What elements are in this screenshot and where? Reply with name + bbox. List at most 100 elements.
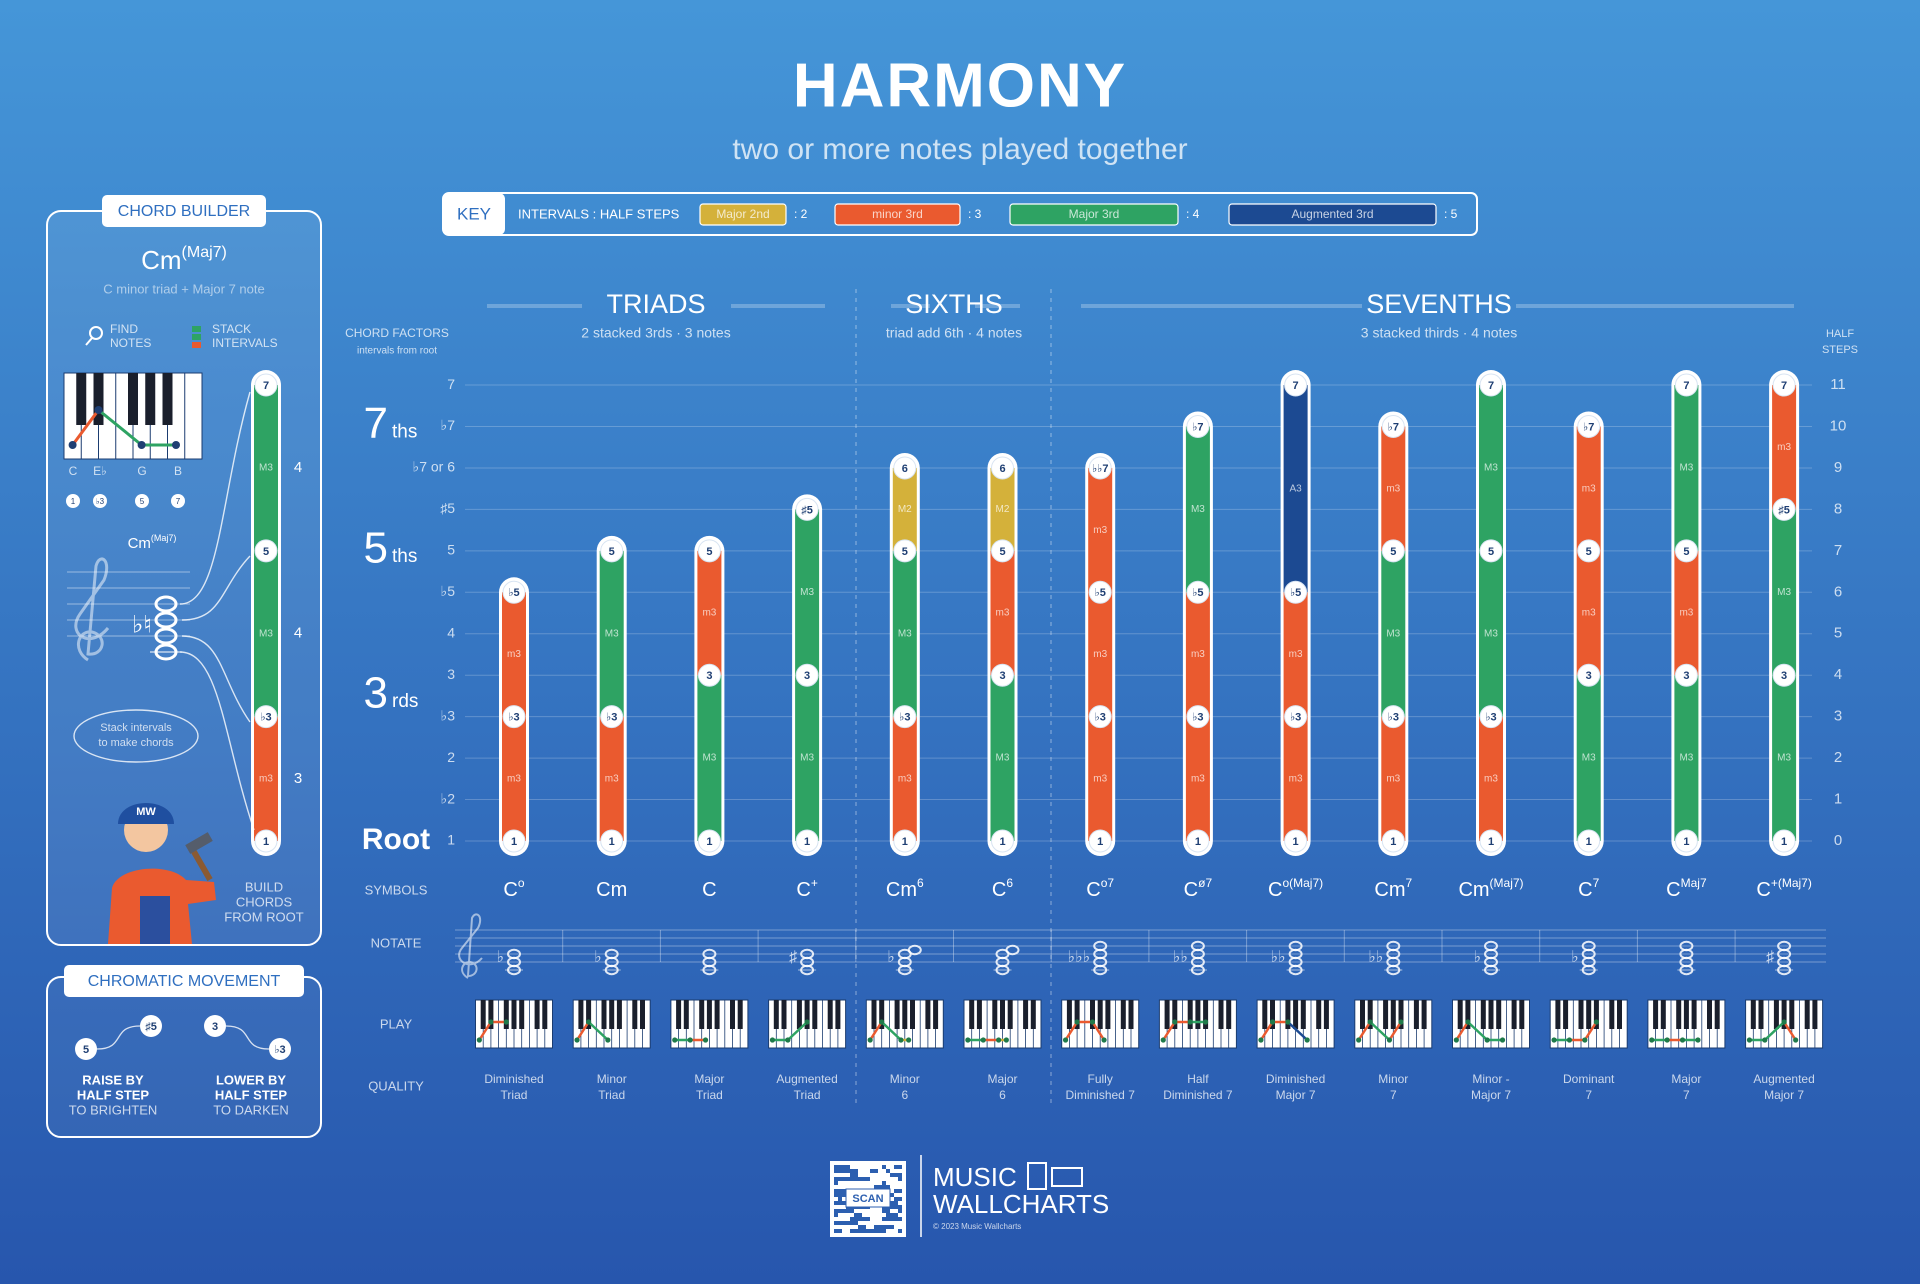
quality-label: Augmented — [1753, 1072, 1814, 1086]
qr-cell — [842, 1201, 846, 1205]
interval-label: m3 — [605, 773, 619, 784]
brand: MUSIC — [933, 1162, 1017, 1192]
black-key — [1120, 1000, 1126, 1029]
key-dot — [1187, 1019, 1193, 1025]
qr-cell — [846, 1169, 850, 1173]
half-step-label: 8 — [1834, 500, 1842, 517]
note-node — [1088, 580, 1112, 604]
note-node — [1674, 373, 1698, 397]
degree-circle — [66, 494, 80, 508]
section-rule — [891, 304, 930, 308]
chord-symbol-base: Cm — [596, 879, 627, 901]
quality-label: 7 — [1585, 1088, 1592, 1102]
chord-symbol-sup: o — [518, 876, 525, 890]
key-dot — [476, 1037, 482, 1043]
mascot-helmet — [118, 803, 174, 824]
interval-bar — [1088, 592, 1113, 717]
qr-cell — [886, 1185, 890, 1189]
half-step-label: 6 — [1834, 583, 1842, 600]
note-label: ♭3 — [606, 712, 617, 724]
factor-label: ♭2 — [441, 790, 456, 806]
black-key — [1660, 1000, 1666, 1029]
black-key — [1097, 1000, 1103, 1029]
qr-cell — [838, 1177, 842, 1181]
qr-cell — [882, 1209, 886, 1213]
quality-label: Major — [694, 1072, 724, 1086]
degree-suffix: rds — [392, 691, 418, 712]
note-node — [1186, 705, 1210, 729]
note-label: 1 — [1488, 836, 1494, 848]
quality-label: Diminished — [1266, 1072, 1325, 1086]
qr-cell — [894, 1173, 898, 1177]
chromatic-tab — [64, 965, 304, 997]
accidental: ♭♭ — [1173, 949, 1188, 966]
qr-cell — [874, 1229, 878, 1233]
key-name: minor 3rd — [872, 207, 923, 221]
key-dot — [687, 1037, 693, 1043]
note-label: 5 — [902, 546, 908, 558]
note-label: 5 — [1488, 546, 1494, 558]
note-node — [697, 539, 721, 563]
factor-label: ♭5 — [441, 583, 456, 599]
factor-label: 1 — [447, 832, 455, 848]
qr-cell — [894, 1217, 898, 1221]
section-title: SIXTHS — [905, 289, 1003, 319]
bubble-text: Stack intervals — [100, 722, 172, 734]
black-key — [902, 1000, 908, 1029]
qr-cell — [870, 1169, 874, 1173]
half-step-label: 2 — [1834, 749, 1842, 766]
builder-title: CHORD BUILDER — [118, 203, 250, 220]
notehead — [1288, 940, 1303, 952]
note-label: 3 — [1781, 670, 1787, 682]
notehead — [1005, 944, 1020, 956]
note-node — [1186, 415, 1210, 438]
key-dot — [1285, 1019, 1291, 1025]
chord-symbol-sup: + — [811, 876, 818, 890]
key-steps: : 3 — [968, 207, 982, 221]
chord-symbol: Co — [503, 876, 524, 901]
note-label: ♭7 — [1583, 421, 1594, 433]
degree-circle — [171, 494, 185, 508]
black-key — [1413, 1000, 1419, 1029]
black-key — [910, 1000, 915, 1029]
black-key — [1390, 1000, 1396, 1029]
black-key — [1316, 1000, 1322, 1029]
qr-cell — [894, 1189, 898, 1193]
note-label: 5 — [999, 546, 1005, 558]
qr-cell — [882, 1165, 886, 1169]
chord-symbol: Co7 — [1086, 876, 1114, 901]
interval-bar — [1381, 426, 1406, 551]
key-dot — [586, 1019, 592, 1025]
interval-label: A3 — [1289, 483, 1302, 494]
chord-symbol-base: Cm — [1374, 879, 1405, 901]
black-key — [578, 1000, 584, 1029]
black-key — [1586, 1000, 1592, 1029]
chromatic-text: RAISE BY — [82, 1072, 144, 1087]
note-node — [1381, 829, 1405, 853]
note-label: ♭5 — [1192, 587, 1203, 599]
qr-cell — [834, 1181, 838, 1185]
black-key — [1066, 1000, 1072, 1029]
keyboard-link — [1259, 1021, 1274, 1041]
build-label: BUILD — [245, 879, 283, 894]
note-node — [140, 1015, 162, 1037]
note-node — [1284, 580, 1308, 604]
interval-label: M2 — [996, 504, 1010, 515]
interval-label: m3 — [1484, 773, 1498, 784]
interval-label: m3 — [898, 773, 912, 784]
qr-cell — [898, 1189, 902, 1193]
notehead — [1581, 940, 1596, 952]
qr-cell — [834, 1229, 838, 1233]
interval-bar — [892, 550, 917, 717]
note-label: 7 — [263, 380, 269, 392]
qr-cell — [878, 1225, 882, 1229]
black-key — [1773, 1000, 1779, 1029]
qr-cell — [886, 1217, 890, 1221]
black-key — [1128, 1000, 1134, 1029]
notehead — [702, 948, 717, 960]
black-key — [640, 1000, 645, 1029]
qr-cell — [890, 1173, 894, 1177]
note-node — [1577, 663, 1601, 687]
black-key — [1323, 1000, 1329, 1029]
notehead — [1679, 940, 1694, 952]
